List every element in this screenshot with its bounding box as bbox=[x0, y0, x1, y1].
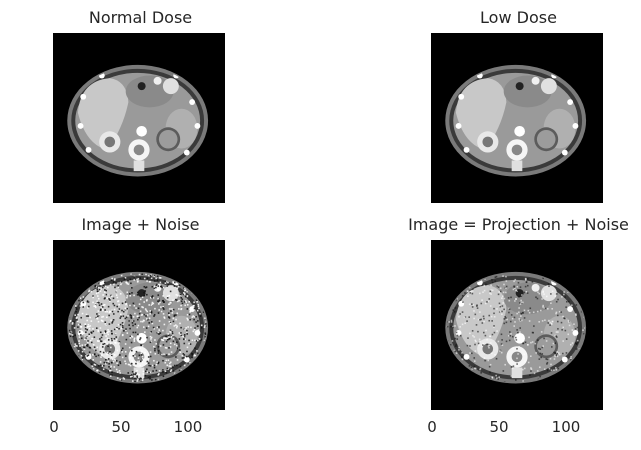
x-tick-label: 50 bbox=[489, 418, 509, 436]
ct-image bbox=[53, 33, 225, 203]
x-tick-label: 0 bbox=[49, 418, 59, 436]
ct-image bbox=[431, 240, 603, 410]
ct-image bbox=[53, 240, 225, 410]
x-tick-label: 100 bbox=[173, 418, 203, 436]
panel-title: Image + Noise bbox=[81, 215, 200, 234]
x-tick-label: 0 bbox=[427, 418, 437, 436]
x-tick-label: 100 bbox=[551, 418, 581, 436]
ct-image bbox=[431, 33, 603, 203]
panel-title: Normal Dose bbox=[88, 8, 193, 27]
ct-slice-svg bbox=[432, 240, 602, 410]
panel-title: Image = Projection + Noise bbox=[408, 215, 629, 234]
x-tick-label: 50 bbox=[111, 418, 131, 436]
panel-title: Low Dose bbox=[480, 8, 557, 27]
ct-slice-svg bbox=[54, 240, 224, 410]
ct-slice-svg bbox=[432, 33, 602, 203]
ct-slice-svg bbox=[54, 33, 224, 203]
